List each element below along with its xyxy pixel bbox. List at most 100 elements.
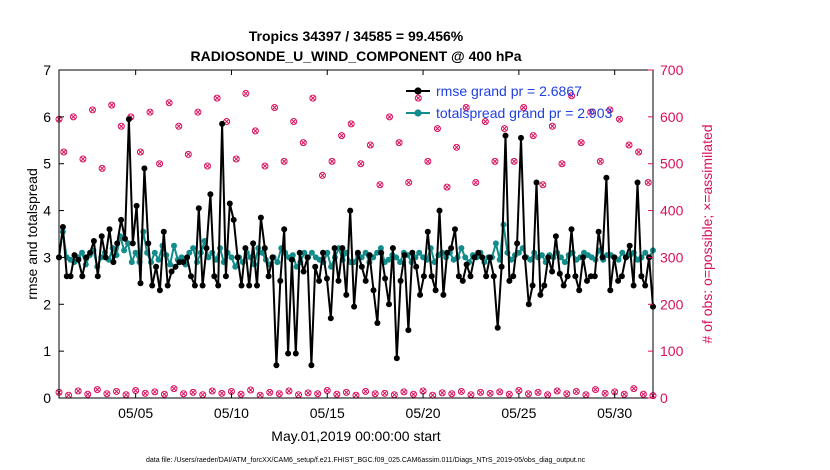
obs-assimilated-marker bbox=[118, 123, 125, 129]
rmse-series bbox=[56, 116, 656, 369]
obs-assimilated-marker bbox=[195, 109, 201, 115]
obs-possible-marker bbox=[156, 160, 164, 168]
obs-possible-marker bbox=[342, 388, 350, 396]
series-point bbox=[467, 273, 474, 280]
obs-assimilated-marker bbox=[305, 390, 311, 396]
obs-possible-marker bbox=[529, 132, 537, 140]
series-point bbox=[320, 249, 326, 256]
series-point bbox=[316, 277, 323, 284]
obs-possible-marker bbox=[371, 390, 379, 398]
x-axis-ticks: 05/05 05/10 05/15 05/20 05/25 05/30 bbox=[118, 70, 632, 421]
obs-assimilated-marker bbox=[156, 160, 163, 167]
obs-assimilated-marker bbox=[597, 158, 604, 165]
obs-possible-marker bbox=[534, 388, 542, 396]
series-point bbox=[213, 256, 220, 263]
series-point bbox=[603, 174, 610, 181]
obs-assimilated-marker bbox=[377, 182, 383, 188]
right-tick-label: 500 bbox=[660, 156, 684, 172]
obs-possible-marker bbox=[587, 108, 595, 116]
series-point bbox=[374, 320, 381, 326]
series-point bbox=[277, 277, 284, 284]
obs-possible-marker bbox=[563, 390, 571, 398]
series-point bbox=[354, 249, 361, 256]
series-point bbox=[184, 254, 191, 261]
obs-assimilated-marker bbox=[535, 389, 541, 396]
obs-possible-marker bbox=[280, 157, 288, 165]
obs-assimilated-marker bbox=[228, 388, 235, 395]
obs-assimilated-marker bbox=[176, 123, 182, 129]
left-tick-label: 6 bbox=[43, 109, 51, 125]
obs-possible-marker bbox=[184, 150, 192, 158]
obs-assimilated-marker bbox=[295, 391, 302, 398]
obs-possible-marker bbox=[204, 162, 211, 170]
obs-possible-marker bbox=[592, 386, 600, 394]
series-point bbox=[339, 245, 346, 252]
series-point bbox=[172, 263, 179, 270]
obs-assimilated-marker bbox=[108, 102, 115, 108]
obs-possible-marker bbox=[520, 103, 528, 111]
series-point bbox=[626, 242, 633, 249]
series-point bbox=[335, 277, 342, 284]
obs-possible-marker bbox=[194, 108, 202, 116]
obs-possible-marker bbox=[251, 127, 259, 135]
series-point bbox=[618, 273, 625, 280]
obs-possible-marker bbox=[644, 178, 652, 186]
obs-possible-marker bbox=[639, 390, 647, 398]
series-point bbox=[405, 327, 412, 334]
obs-assimilated-marker bbox=[209, 388, 216, 394]
series-point bbox=[242, 245, 249, 252]
series-point bbox=[281, 226, 288, 233]
series-point bbox=[331, 245, 338, 252]
obs-assimilated-marker bbox=[468, 391, 474, 398]
obs-assimilated-marker bbox=[449, 391, 455, 397]
obs-assimilated-marker bbox=[132, 387, 139, 394]
obs-assimilated-marker bbox=[401, 389, 407, 395]
obs-possible-marker bbox=[438, 389, 446, 397]
obs-assimilated-marker bbox=[89, 107, 96, 113]
obs-assimilated-marker bbox=[420, 388, 426, 394]
series-point bbox=[323, 275, 330, 282]
obs-possible-marker bbox=[98, 164, 106, 172]
obs-assimilated-marker bbox=[334, 391, 340, 398]
series-point bbox=[246, 282, 253, 289]
obs-assimilated-marker bbox=[372, 391, 378, 397]
obs-assimilated-marker bbox=[61, 149, 67, 155]
series-point bbox=[397, 259, 404, 266]
left-tick-label: 1 bbox=[43, 343, 51, 359]
obs-possible-marker bbox=[218, 389, 226, 397]
series-point bbox=[370, 287, 377, 294]
obs-possible-marker bbox=[318, 171, 326, 179]
series-point bbox=[118, 216, 125, 223]
obs-possible-marker bbox=[572, 387, 580, 395]
series-point bbox=[549, 268, 556, 275]
series-point bbox=[155, 256, 162, 263]
obs-assimilated-marker bbox=[544, 391, 551, 398]
series-point bbox=[486, 254, 493, 261]
obs-assimilated-marker bbox=[530, 132, 536, 139]
obs-possible-marker bbox=[386, 113, 394, 121]
obs-possible-marker bbox=[271, 103, 279, 111]
obs-possible-marker bbox=[405, 178, 413, 186]
obs-possible-marker bbox=[568, 92, 576, 100]
obs-possible-marker bbox=[261, 162, 269, 170]
obs-count-markers bbox=[55, 89, 657, 400]
obs-possible-marker bbox=[299, 139, 307, 147]
obs-assimilated-marker bbox=[353, 392, 359, 398]
obs-assimilated-marker bbox=[247, 387, 254, 393]
series-point bbox=[269, 254, 276, 261]
obs-assimilated-marker bbox=[434, 125, 441, 132]
series-point bbox=[259, 249, 266, 256]
series-point bbox=[440, 291, 447, 298]
obs-possible-marker bbox=[424, 157, 432, 165]
series-point bbox=[228, 254, 235, 261]
series-point bbox=[254, 282, 260, 289]
left-axis-ticks: 0 1 2 3 4 5 6 7 bbox=[43, 62, 64, 406]
series-point bbox=[238, 282, 245, 289]
series-point bbox=[525, 301, 532, 308]
series-point bbox=[564, 273, 571, 280]
obs-possible-marker bbox=[635, 148, 643, 156]
obs-assimilated-marker bbox=[70, 114, 77, 120]
obs-assimilated-marker bbox=[386, 114, 393, 120]
series-point bbox=[463, 261, 470, 268]
x-tick-label: 05/10 bbox=[214, 405, 249, 421]
